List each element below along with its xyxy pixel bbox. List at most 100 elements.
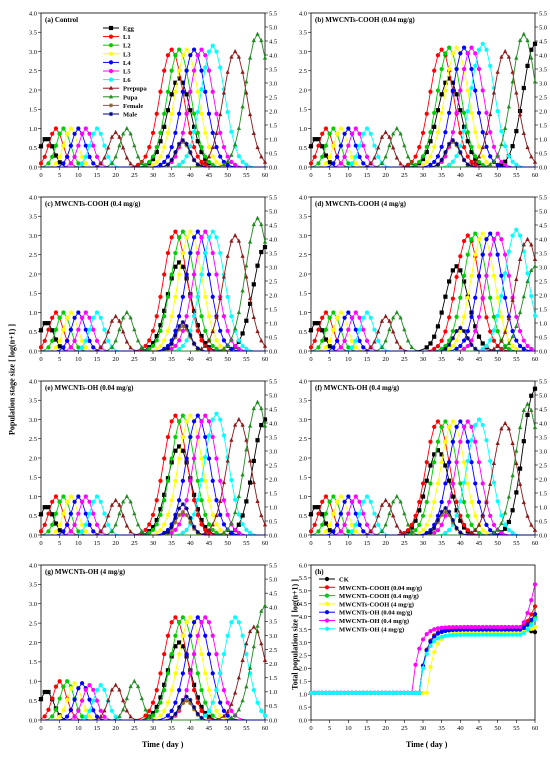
data-point: [439, 66, 444, 72]
data-point: [150, 341, 156, 346]
legend-label: L6: [123, 77, 131, 84]
data-point: [469, 310, 474, 315]
data-point: [195, 139, 200, 144]
data-point: [225, 709, 230, 714]
data-point: [236, 620, 241, 625]
data-point: [476, 47, 482, 52]
x-tick-label: 50: [224, 540, 231, 547]
x-tick-label: 10: [345, 356, 352, 363]
y-tick-label: 5.5: [299, 575, 307, 582]
y-tick-label: 3.0: [29, 233, 37, 240]
data-point: [443, 329, 448, 334]
series-male: [41, 502, 265, 536]
data-point: [499, 314, 504, 319]
data-point: [203, 455, 208, 460]
data-point: [206, 456, 212, 461]
data-point: [169, 68, 174, 73]
data-point: [210, 671, 215, 676]
legend-entry: Egg: [103, 26, 135, 33]
data-point: [379, 160, 385, 165]
data-point: [68, 529, 73, 534]
data-point: [447, 346, 452, 351]
x-tick-label: 45: [476, 172, 483, 179]
data-point: [312, 137, 317, 142]
data-point: [50, 131, 55, 136]
data-point: [495, 108, 500, 114]
data-point: [94, 698, 100, 703]
data-point: [79, 681, 85, 686]
data-point: [135, 338, 141, 343]
data-point: [387, 511, 392, 516]
data-point: [361, 511, 366, 516]
data-point: [428, 154, 433, 159]
data-point: [432, 159, 437, 165]
data-point: [233, 232, 238, 238]
data-point: [376, 513, 381, 518]
data-point: [532, 630, 538, 635]
data-point: [91, 131, 96, 136]
data-point: [312, 321, 317, 326]
data-point: [521, 130, 526, 135]
data-point: [46, 327, 51, 332]
data-point: [308, 512, 314, 517]
data-point: [443, 481, 448, 486]
data-point: [532, 256, 538, 261]
data-point: [109, 160, 115, 165]
y-tick-label: 0.0: [29, 532, 37, 539]
data-point: [210, 713, 215, 718]
data-point: [158, 478, 163, 483]
data-point: [316, 529, 321, 534]
data-point: [458, 530, 463, 535]
data-point: [495, 231, 500, 236]
data-point: [57, 696, 62, 701]
y2-tick-label: 4.0: [539, 420, 547, 427]
data-point: [323, 690, 329, 695]
data-point: [87, 697, 92, 702]
data-point: [173, 53, 178, 58]
data-point: [465, 130, 470, 135]
data-point: [173, 644, 178, 649]
data-point: [357, 143, 362, 148]
data-point: [469, 624, 474, 630]
data-point: [469, 273, 474, 278]
data-point: [503, 144, 508, 149]
y-tick-label: 0.5: [299, 329, 307, 336]
series-prepupa: [41, 624, 268, 721]
data-point: [53, 310, 59, 315]
data-point: [109, 318, 115, 323]
data-point: [428, 139, 433, 144]
y2-tick-label: 5.5: [269, 562, 277, 569]
data-point: [65, 338, 70, 343]
data-point: [199, 477, 204, 483]
x-tick-label: 15: [94, 725, 101, 732]
data-point: [199, 149, 204, 155]
data-point: [102, 339, 107, 344]
data-point: [391, 690, 396, 695]
data-point: [473, 346, 478, 351]
data-point: [432, 650, 437, 655]
x-tick-label: 25: [401, 172, 408, 179]
data-point: [488, 130, 493, 135]
data-point: [439, 625, 444, 630]
data-point: [439, 512, 444, 518]
data-point: [165, 530, 171, 535]
data-point: [251, 479, 256, 485]
data-point: [184, 506, 189, 511]
data-point: [225, 109, 230, 115]
data-point: [53, 511, 59, 516]
y-tick-label: 3.5: [299, 627, 307, 634]
data-point: [428, 628, 433, 634]
data-point: [320, 522, 325, 527]
data-point: [465, 329, 470, 334]
data-point: [458, 419, 463, 424]
legend-entry: MWCNTs-OH (0.04 mg/g): [319, 610, 412, 617]
data-point: [413, 513, 418, 518]
data-point: [195, 530, 200, 535]
data-point: [50, 714, 55, 719]
y2-tick-label: 3.5: [539, 250, 547, 257]
y2-tick-label: 1.5: [539, 490, 547, 497]
data-point: [195, 507, 200, 512]
series-l5: [311, 231, 536, 352]
x-tick-label: 10: [345, 172, 352, 179]
series-line: [311, 33, 536, 168]
